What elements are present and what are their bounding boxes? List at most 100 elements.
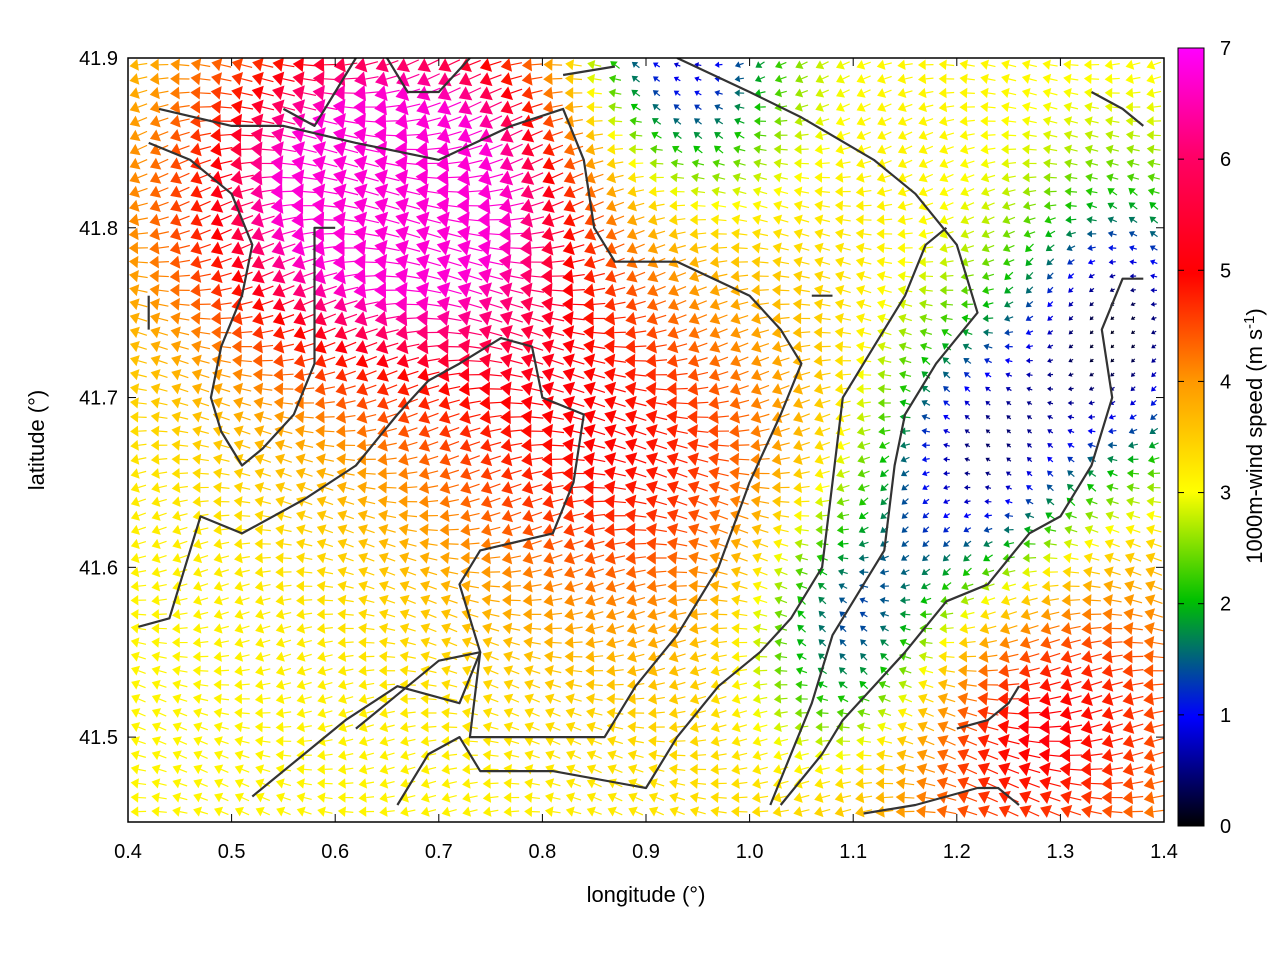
- wind-arrow: [170, 157, 190, 170]
- wind-arrow: [876, 172, 892, 183]
- wind-arrow: [775, 60, 787, 69]
- wind-arrow: [670, 172, 685, 183]
- wind-arrow: [1146, 73, 1162, 84]
- wind-arrow: [794, 144, 809, 155]
- wind-arrow: [1063, 59, 1079, 70]
- wind-arrow: [794, 102, 809, 112]
- wind-arrow: [354, 71, 379, 87]
- colorbar-title: 1000m-wind speed (m s-1): [1241, 308, 1267, 563]
- wind-arrow: [1146, 87, 1162, 98]
- wind-arrow: [1022, 158, 1037, 169]
- wind-arrow: [415, 183, 442, 200]
- wind-arrow: [980, 59, 996, 70]
- wind-arrow: [939, 144, 954, 155]
- x-tick-label: 1.2: [943, 841, 971, 863]
- wind-arrow: [543, 58, 563, 71]
- wind-arrow: [774, 116, 788, 126]
- wind-arrow: [754, 102, 766, 112]
- wind-arrow: [477, 183, 504, 200]
- colorbar-title-main: 1000m-wind speed (m s: [1242, 329, 1267, 564]
- wind-arrow: [672, 145, 683, 154]
- wind-arrow: [628, 144, 643, 155]
- wind-arrow: [479, 58, 502, 72]
- wind-arrow: [1105, 130, 1120, 140]
- wind-arrow: [251, 85, 274, 100]
- wind-arrow: [564, 101, 583, 114]
- wind-arrow: [754, 88, 766, 97]
- wind-arrow: [500, 58, 523, 72]
- wind-arrow: [651, 118, 662, 125]
- wind-arrow: [129, 129, 148, 142]
- wind-arrow: [395, 99, 421, 116]
- wind-arrow: [149, 72, 169, 86]
- colorbar-tick-label: 5: [1220, 260, 1231, 282]
- wind-arrow: [714, 61, 723, 68]
- wind-arrow: [649, 158, 664, 169]
- wind-arrow: [1084, 102, 1099, 113]
- wind-arrow: [563, 157, 584, 170]
- colorbar-tick-label: 2: [1220, 594, 1231, 616]
- wind-arrow: [457, 128, 483, 144]
- x-tick-label: 1.1: [839, 841, 867, 863]
- wind-arrow: [754, 75, 766, 83]
- wind-arrow: [918, 144, 934, 155]
- wind-arrow: [564, 73, 583, 85]
- wind-arrow: [1063, 87, 1079, 98]
- wind-arrow: [793, 172, 810, 183]
- wind-arrow: [252, 58, 274, 72]
- wind-arrow: [1085, 173, 1098, 182]
- y-axis-title: latitude (°): [24, 390, 49, 491]
- wind-arrow: [712, 159, 725, 168]
- wind-arrow: [585, 115, 603, 127]
- wind-arrow: [1001, 87, 1017, 99]
- wind-arrow: [608, 102, 622, 112]
- wind-arrow: [673, 104, 681, 111]
- wind-arrow: [856, 158, 872, 169]
- wind-arrow: [631, 89, 641, 97]
- wind-arrow: [753, 158, 767, 169]
- wind-arrow: [980, 73, 996, 84]
- wind-arrow: [190, 185, 211, 199]
- wind-arrow: [291, 141, 317, 157]
- wind-arrow: [815, 74, 829, 84]
- wind-arrow: [394, 127, 421, 144]
- wind-arrow: [500, 72, 523, 86]
- wind-arrow: [149, 86, 169, 100]
- wind-arrow: [129, 143, 148, 156]
- wind-arrow: [1147, 173, 1160, 182]
- wind-arrow: [959, 158, 975, 169]
- wind-arrow: [1146, 59, 1162, 70]
- wind-arrow: [129, 171, 148, 184]
- wind-arrow: [169, 114, 190, 128]
- wind-arrow: [713, 145, 724, 154]
- wind-arrow: [980, 101, 996, 113]
- wind-arrow: [542, 171, 564, 185]
- wind-arrow: [129, 115, 148, 127]
- wind-arrow: [169, 100, 190, 114]
- wind-arrow: [521, 128, 543, 143]
- wind-arrow: [211, 58, 232, 72]
- wind-arrow: [521, 58, 543, 72]
- wind-arrow: [795, 74, 808, 84]
- wind-arrow: [520, 184, 544, 200]
- wind-arrow: [835, 102, 850, 112]
- wind-arrow: [753, 116, 767, 126]
- wind-arrow: [876, 59, 892, 70]
- wind-arrow: [415, 141, 442, 158]
- wind-arrow: [230, 99, 254, 115]
- wind-arrow: [415, 113, 442, 130]
- wind-arrow: [375, 58, 399, 73]
- wind-arrow: [918, 102, 934, 113]
- wind-arrow: [542, 100, 563, 114]
- wind-arrow: [129, 73, 148, 85]
- wind-arrow: [959, 87, 975, 99]
- wind-arrow: [312, 141, 338, 157]
- wind-arrow: [231, 58, 253, 72]
- wind-arrow: [333, 155, 359, 171]
- wind-arrow: [353, 155, 379, 172]
- wind-arrow: [499, 170, 524, 186]
- wind-arrow: [1084, 130, 1099, 140]
- wind-arrow: [1104, 87, 1120, 99]
- wind-arrow: [521, 72, 543, 86]
- wind-arrow: [210, 156, 233, 171]
